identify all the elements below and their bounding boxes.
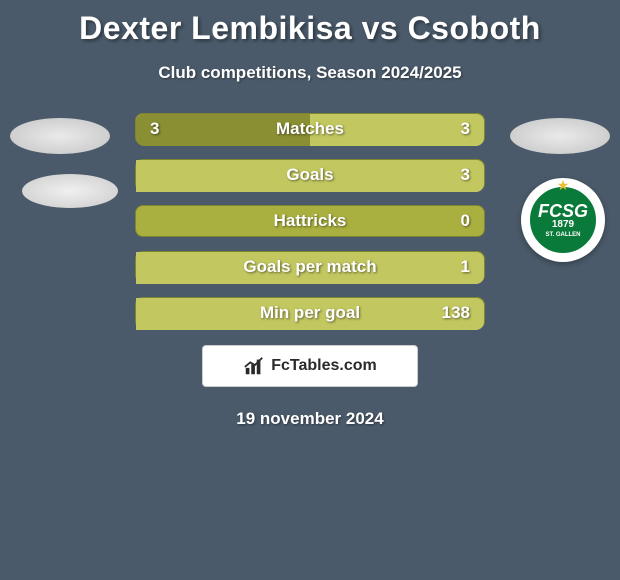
comparison-chart: Matches 3 3 Goals 3 Hattricks 0 Goals per match… bbox=[0, 113, 620, 329]
bar-bg: Hattricks 0 bbox=[135, 205, 485, 237]
bar-row: Goals 3 bbox=[70, 159, 550, 191]
bar-bg: Goals 3 bbox=[135, 159, 485, 191]
bar-bg: Min per goal 138 bbox=[135, 297, 485, 329]
bar-value-right: 3 bbox=[461, 119, 470, 139]
bar-label: Goals bbox=[286, 165, 333, 185]
bar-value-left: 3 bbox=[150, 119, 159, 139]
bar-label: Matches bbox=[276, 119, 344, 139]
bar-row: Hattricks 0 bbox=[70, 205, 550, 237]
chart-icon bbox=[243, 355, 265, 377]
bar-label: Goals per match bbox=[243, 257, 376, 277]
logo-text: FcTables.com bbox=[271, 357, 377, 375]
bar-value-right: 1 bbox=[461, 257, 470, 277]
bar-value-right: 0 bbox=[461, 211, 470, 231]
subtitle: Club competitions, Season 2024/2025 bbox=[0, 63, 620, 83]
bar-bg: Goals per match 1 bbox=[135, 251, 485, 283]
bar-bg: Matches 3 3 bbox=[135, 113, 485, 145]
bar-row: Matches 3 3 bbox=[70, 113, 550, 145]
date-text: 19 november 2024 bbox=[0, 409, 620, 429]
fctables-logo: FcTables.com bbox=[202, 345, 418, 387]
bar-value-right: 138 bbox=[442, 303, 470, 323]
bar-row: Goals per match 1 bbox=[70, 251, 550, 283]
bar-label: Min per goal bbox=[260, 303, 360, 323]
bar-label: Hattricks bbox=[274, 211, 347, 231]
page-title: Dexter Lembikisa vs Csoboth bbox=[0, 0, 620, 47]
bar-value-right: 3 bbox=[461, 165, 470, 185]
bar-row: Min per goal 138 bbox=[70, 297, 550, 329]
